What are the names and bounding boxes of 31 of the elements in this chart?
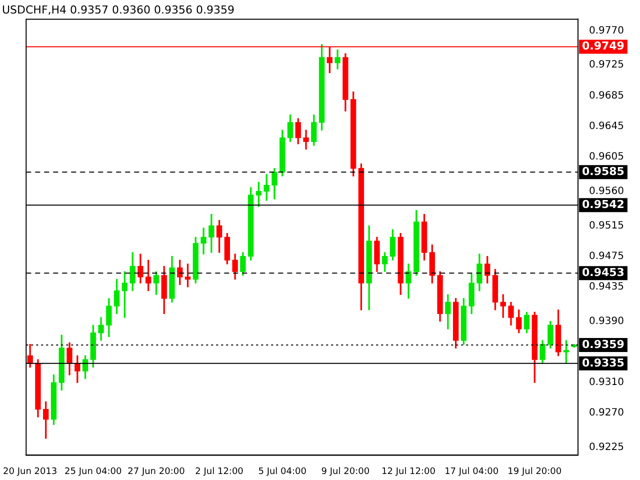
x-tick-label: 27 Jun 20:00: [128, 466, 186, 477]
y-tick-label: 0.9560: [589, 186, 624, 197]
x-tick-label: 25 Jun 04:00: [64, 466, 122, 477]
y-tick-label: 0.9770: [589, 25, 624, 36]
x-tick-label: 2 Jul 12:00: [195, 466, 244, 477]
candlestick: [303, 130, 309, 150]
x-tick-label: 9 Jul 20:00: [321, 466, 370, 477]
y-tick-label: 0.9515: [589, 220, 624, 232]
x-tick-label: 20 Jun 2013: [3, 466, 58, 477]
y-tick-label: 0.9645: [589, 120, 624, 132]
candlestick: [200, 228, 206, 254]
y-tick-label: 0.9310: [589, 377, 624, 388]
ref-line-label: 0.9453: [582, 266, 624, 280]
y-tick-label: 0.9725: [589, 60, 624, 71]
x-tick-label: 5 Jul 04:00: [258, 466, 307, 477]
y-tick-label: 0.9475: [589, 250, 624, 262]
y-tick-label: 0.9225: [589, 442, 624, 454]
ref-line-label: 0.9335: [582, 356, 624, 370]
chart-title: USDCHF,H4 0.9357 0.9360 0.9356 0.9359: [2, 3, 234, 16]
x-tick-label: 17 Jul 04:00: [444, 466, 499, 477]
y-tick-label: 0.9685: [589, 90, 624, 102]
ref-line-label: 0.9359: [582, 338, 624, 351]
x-tick-label: 12 Jul 12:00: [382, 466, 436, 477]
x-tick-label: 19 Jul 20:00: [508, 466, 562, 477]
ref-line-label: 0.9542: [582, 198, 624, 211]
ref-line-label: 0.9585: [582, 165, 624, 178]
y-tick-label: 0.9435: [589, 282, 624, 293]
y-tick-label: 0.9270: [589, 408, 624, 419]
y-tick-label: 0.9390: [589, 316, 624, 327]
y-tick-label: 0.9605: [589, 151, 624, 162]
ref-line-label: 0.9749: [582, 40, 624, 53]
